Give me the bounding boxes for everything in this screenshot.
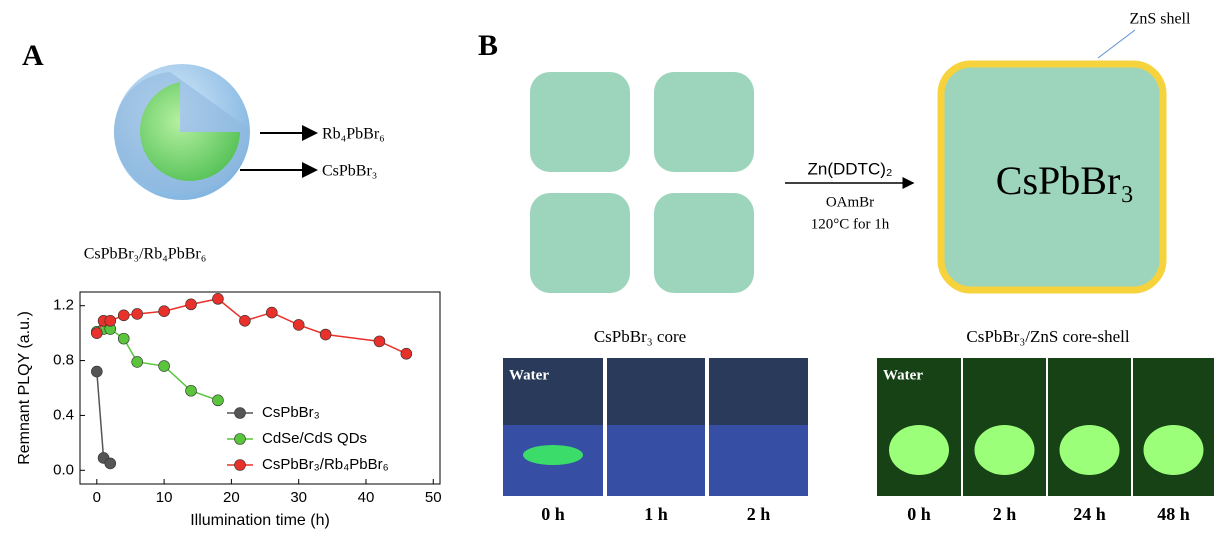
data-point bbox=[239, 315, 250, 326]
photo-sample bbox=[889, 425, 949, 475]
photo-sample bbox=[523, 445, 583, 465]
series-line bbox=[97, 372, 110, 464]
legend-label: CsPbBr₃ bbox=[262, 404, 320, 421]
data-point bbox=[186, 385, 197, 396]
x-axis-label: Illumination time (h) bbox=[190, 512, 330, 529]
photo-title: CsPbBr₃ core bbox=[594, 327, 686, 346]
x-tick-label: 10 bbox=[156, 489, 173, 506]
photo-title: CsPbBr₃/ZnS core-shell bbox=[966, 327, 1129, 346]
data-point bbox=[266, 307, 277, 318]
legend-marker bbox=[235, 460, 246, 471]
legend-marker bbox=[235, 408, 246, 419]
y-tick-label: 0.4 bbox=[53, 406, 74, 423]
photo-time: 1 h bbox=[644, 504, 668, 524]
figure: A B Rb₄PbBr₆ CsPbBr₃ CsPbBr₃/Rb₄PbBr₆ 0 1… bbox=[0, 0, 1217, 533]
panel-label: B bbox=[478, 29, 498, 62]
product: CsPbBr₃ bbox=[996, 158, 1134, 203]
photo-time: 0 h bbox=[541, 504, 565, 524]
data-point bbox=[401, 348, 412, 359]
photo-time: 2 h bbox=[993, 504, 1017, 524]
legend-marker bbox=[235, 434, 246, 445]
legend-label: CsPbBr₃/Rb₄PbBr₆ bbox=[262, 456, 389, 473]
photo-water bbox=[709, 425, 808, 496]
data-point bbox=[186, 299, 197, 310]
photo-medium: Water bbox=[883, 367, 923, 383]
y-tick-label: 1.2 bbox=[53, 297, 74, 314]
photo-time: 24 h bbox=[1073, 504, 1106, 524]
series-line bbox=[97, 299, 407, 354]
y-tick-label: 0.8 bbox=[53, 352, 74, 369]
photo-medium: Water bbox=[509, 367, 549, 383]
photo-water bbox=[607, 425, 705, 496]
pointer bbox=[1098, 30, 1135, 58]
legend-label: CdSe/CdS QDs bbox=[262, 430, 367, 447]
data-point bbox=[320, 329, 331, 340]
data-point bbox=[212, 395, 223, 406]
panel-label: A bbox=[22, 39, 44, 72]
photo-sample bbox=[975, 425, 1035, 475]
photo-sample bbox=[1060, 425, 1120, 475]
x-tick-label: 40 bbox=[358, 489, 375, 506]
core-label: CsPbBr₃ bbox=[322, 163, 377, 180]
data-point bbox=[159, 306, 170, 317]
caption: CsPbBr₃/Rb₄PbBr₆ bbox=[84, 246, 207, 263]
data-point bbox=[212, 293, 223, 304]
y-axis-label: Remnant PLQY (a.u.) bbox=[16, 311, 33, 465]
x-tick-label: 0 bbox=[93, 489, 101, 506]
x-tick-label: 50 bbox=[425, 489, 442, 506]
x-tick-label: 30 bbox=[290, 489, 307, 506]
series-line bbox=[97, 329, 218, 400]
photo-time: 48 h bbox=[1157, 504, 1190, 524]
line-chart: 0 10 20 30 40 50 0.0 0.4 0.8 1.2 Illumination time… bbox=[16, 292, 441, 529]
shell-label: Rb₄PbBr₆ bbox=[322, 126, 385, 143]
reagent: Zn(DDTC)₂ bbox=[808, 159, 893, 178]
data-point bbox=[118, 333, 129, 344]
core-squares bbox=[530, 72, 754, 293]
data-point bbox=[118, 310, 129, 321]
data-point bbox=[91, 366, 102, 377]
data-point bbox=[374, 336, 385, 347]
data-point bbox=[132, 356, 143, 367]
core-shell-sphere bbox=[114, 64, 250, 200]
data-point bbox=[293, 319, 304, 330]
shell-label: ZnS shell bbox=[1130, 11, 1191, 28]
data-point bbox=[159, 361, 170, 372]
photos: 0 h 1 h 2 h Water 0 h 2 h 24 h 48 h Water bbox=[503, 358, 1214, 524]
photo-time: 0 h bbox=[907, 504, 931, 524]
data-point bbox=[91, 328, 102, 339]
data-point bbox=[105, 315, 116, 326]
data-point bbox=[132, 308, 143, 319]
photo-sample bbox=[1144, 425, 1204, 475]
photo-time: 2 h bbox=[747, 504, 771, 524]
data-point bbox=[105, 458, 116, 469]
condition: 120°C for 1h bbox=[811, 216, 890, 232]
y-tick-label: 0.0 bbox=[53, 461, 74, 478]
ligand: OAmBr bbox=[826, 194, 874, 210]
x-tick-label: 20 bbox=[223, 489, 240, 506]
